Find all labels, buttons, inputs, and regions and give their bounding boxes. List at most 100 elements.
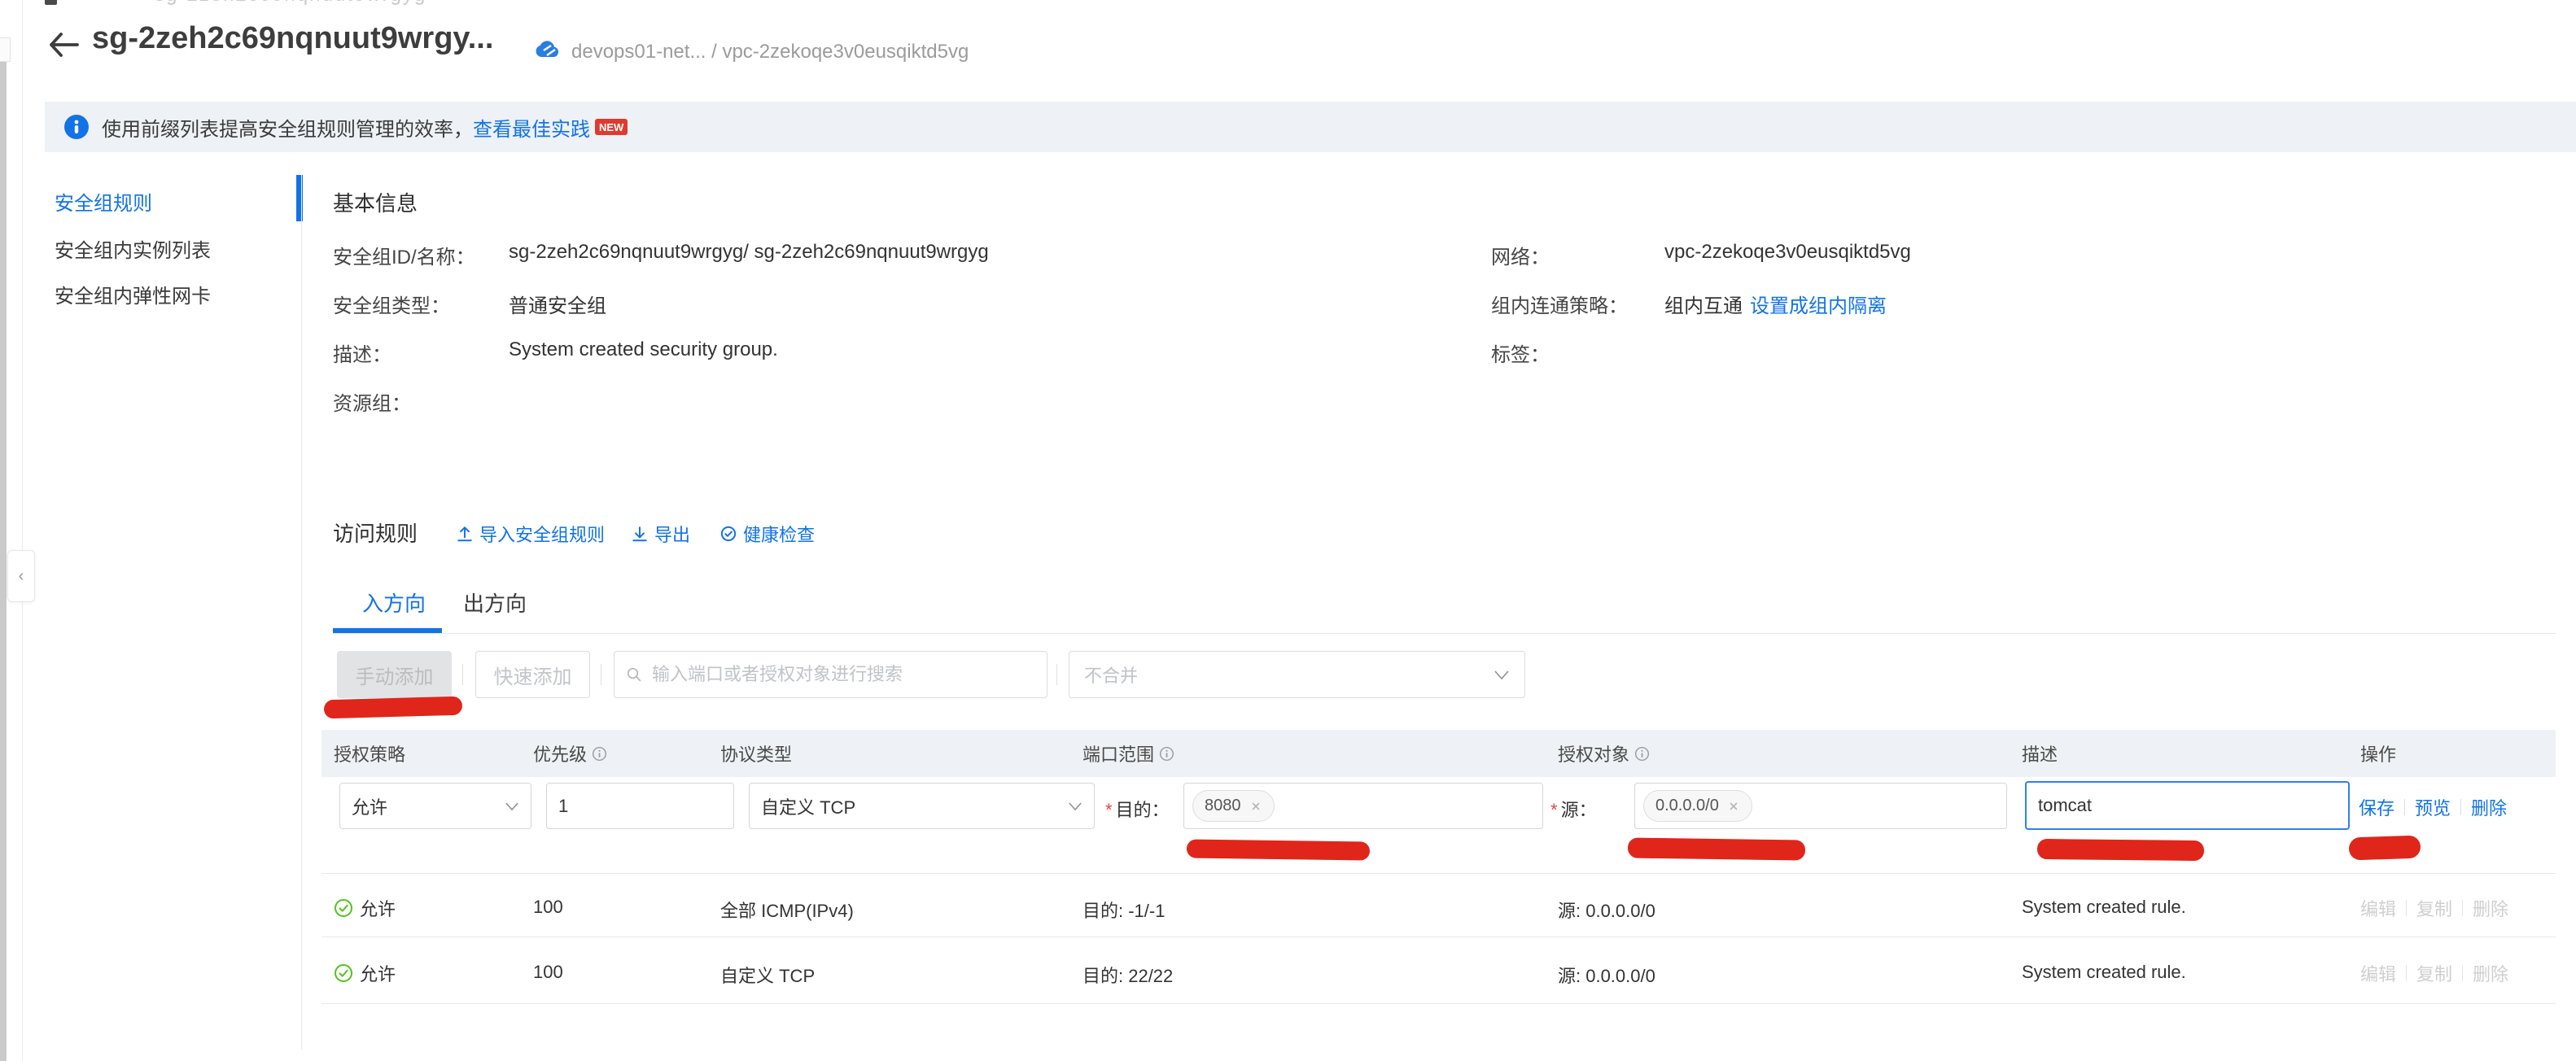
edit-link-disabled[interactable]: 编辑 — [2360, 899, 2397, 919]
merge-mode-value: 不合并 — [1084, 666, 1139, 686]
col-source: 授权对象 — [1558, 730, 1650, 777]
allow-check-icon — [335, 899, 352, 917]
intra-policy-label: 组内连通策略： — [1491, 295, 1628, 317]
preview-link[interactable]: 预览 — [2415, 798, 2451, 819]
edit-link-disabled[interactable]: 编辑 — [2360, 964, 2397, 985]
col-protocol: 协议类型 — [720, 744, 793, 765]
required-asterisk: * — [1550, 800, 1558, 820]
edit-protocol-value: 自定义 TCP — [761, 797, 856, 818]
info-tooltip-icon[interactable] — [592, 746, 607, 762]
left-rail-handle — [0, 37, 11, 62]
network-value: vpc-2zekoqe3v0eusqiktd5vg — [1664, 241, 1911, 263]
rule-search-input[interactable] — [650, 663, 1047, 686]
col-policy: 授权策略 — [334, 744, 406, 765]
copy-link-disabled[interactable]: 复制 — [2416, 964, 2453, 985]
row-actions-cell: 编辑 复制 删除 — [2360, 960, 2508, 986]
delete-link-disabled[interactable]: 删除 — [2473, 899, 2509, 919]
description-value: System created security group. — [509, 338, 778, 360]
edit-policy-select[interactable]: 允许 — [339, 783, 531, 829]
breadcrumb: devops01-net... / vpc-2zekoqe3v0eusqiktd… — [571, 41, 969, 63]
cutoff-text-fragment: sg-2zeh2c69nqnuut9wrgyg — [155, 0, 426, 7]
manual-add-button[interactable]: 手动添加 — [337, 651, 452, 698]
delete-link-disabled[interactable]: 删除 — [2473, 964, 2509, 985]
src-cidr-tag: 0.0.0.0/0 — [1643, 790, 1752, 822]
search-icon — [627, 667, 641, 682]
tag-close-icon[interactable] — [1727, 800, 1740, 813]
import-rules-link[interactable]: 导入安全组规则 — [456, 521, 605, 547]
sg-id-name-value: sg-2zeh2c69nqnuut9wrgyg/ sg-2zeh2c69nqnu… — [509, 241, 989, 263]
network-label: 网络： — [1491, 247, 1550, 269]
info-tooltip-icon[interactable] — [1634, 746, 1650, 762]
row-source-cell: 源: 0.0.0.0/0 — [1558, 901, 1655, 921]
best-practice-link[interactable]: 查看最佳实践 — [473, 118, 590, 141]
export-link[interactable]: 导出 — [631, 521, 690, 547]
sidebar-item-enis-in-group[interactable]: 安全组内弹性网卡 — [55, 286, 211, 308]
toolbar-separator — [462, 664, 463, 685]
left-gray-rail — [0, 62, 7, 1061]
edit-priority-field[interactable] — [546, 783, 734, 829]
delete-link[interactable]: 删除 — [2471, 798, 2508, 819]
row-policy-cell: 允许 — [334, 960, 396, 986]
sg-type-value: 普通安全组 — [509, 295, 606, 317]
active-tab-underline — [333, 628, 442, 634]
sidebar-item-instances-in-group[interactable]: 安全组内实例列表 — [55, 240, 211, 262]
tags-label: 标签： — [1491, 344, 1550, 366]
edit-dest-label: * 目的： — [1105, 800, 1170, 820]
sidebar-item-security-group-rules[interactable]: 安全组规则 — [55, 193, 152, 215]
edit-description-input[interactable] — [2027, 795, 2348, 816]
merge-mode-select[interactable]: 不合并 — [1069, 651, 1525, 698]
banner-text: 使用前缀列表提高安全组规则管理的效率， — [102, 118, 473, 141]
row-source-cell: 源: 0.0.0.0/0 — [1558, 966, 1655, 986]
link-separator — [2460, 799, 2462, 815]
import-rules-label: 导入安全组规则 — [479, 525, 606, 545]
edit-priority-input[interactable] — [547, 795, 733, 817]
col-priority: 优先级 — [533, 730, 607, 777]
edit-src-field[interactable]: 0.0.0.0/0 — [1634, 783, 2007, 829]
table-bottom-border — [321, 1003, 2556, 1004]
tag-close-icon[interactable] — [1249, 800, 1262, 813]
health-check-link[interactable]: 健康检查 — [719, 521, 815, 547]
rules-table-header: 授权策略 优先级 协议类型 端口范围 授权对象 描述 操作 — [321, 730, 2556, 777]
info-tooltip-icon[interactable] — [1159, 746, 1174, 762]
link-separator — [2406, 900, 2408, 916]
sidebar-collapse-button[interactable]: ‹ — [7, 550, 35, 602]
tab-inbound[interactable]: 入方向 — [362, 592, 426, 616]
row-desc-cell: System created rule. — [2022, 897, 2186, 917]
tab-outbound[interactable]: 出方向 — [463, 592, 527, 616]
col-description: 描述 — [2022, 744, 2058, 765]
set-isolation-link[interactable]: 设置成组内隔离 — [1750, 295, 1887, 317]
link-separator — [2404, 799, 2406, 815]
top-cutoff-strip: sg-2zeh2c69nqnuut9wrgyg — [0, 0, 2576, 9]
edit-description-field[interactable] — [2025, 781, 2350, 830]
cloud-icon — [533, 39, 561, 64]
rule-search-box[interactable] — [614, 651, 1047, 698]
row-protocol-cell: 全部 ICMP(IPv4) — [720, 901, 854, 921]
chevron-down-icon — [505, 801, 518, 810]
link-separator — [2406, 965, 2408, 981]
quick-add-button[interactable]: 快速添加 — [475, 651, 590, 698]
table-row: 允许 100 自定义 TCP 目的: 22/22 源: 0.0.0.0/0 Sy… — [321, 937, 2556, 1003]
row-priority-cell: 100 — [533, 962, 563, 982]
edit-protocol-select[interactable]: 自定义 TCP — [749, 783, 1095, 829]
page-title: sg-2zeh2c69nqnuut9wrgy... — [92, 21, 494, 55]
active-panel-indicator — [296, 175, 303, 221]
annotation-marker-dest-port — [1186, 839, 1371, 861]
back-arrow-icon — [50, 33, 79, 57]
resource-group-label: 资源组： — [333, 393, 411, 415]
row-divider — [321, 873, 2556, 874]
copy-link-disabled[interactable]: 复制 — [2416, 899, 2453, 919]
back-button[interactable] — [47, 31, 80, 63]
tabs-bottom-line — [333, 633, 2556, 634]
allow-check-icon — [335, 964, 352, 982]
new-badge: NEW — [595, 119, 628, 135]
chevron-down-icon — [1494, 670, 1509, 679]
dest-port-tag: 8080 — [1192, 790, 1275, 822]
edit-dest-field[interactable]: 8080 — [1183, 783, 1543, 829]
annotation-marker-manual-add — [323, 696, 463, 719]
row-priority-cell: 100 — [533, 897, 563, 917]
save-link[interactable]: 保存 — [2359, 798, 2395, 819]
sg-type-label: 安全组类型： — [333, 295, 450, 317]
row-protocol-cell: 自定义 TCP — [720, 966, 816, 986]
access-rules-title: 访问规则 — [333, 522, 418, 546]
required-asterisk: * — [1105, 800, 1113, 820]
